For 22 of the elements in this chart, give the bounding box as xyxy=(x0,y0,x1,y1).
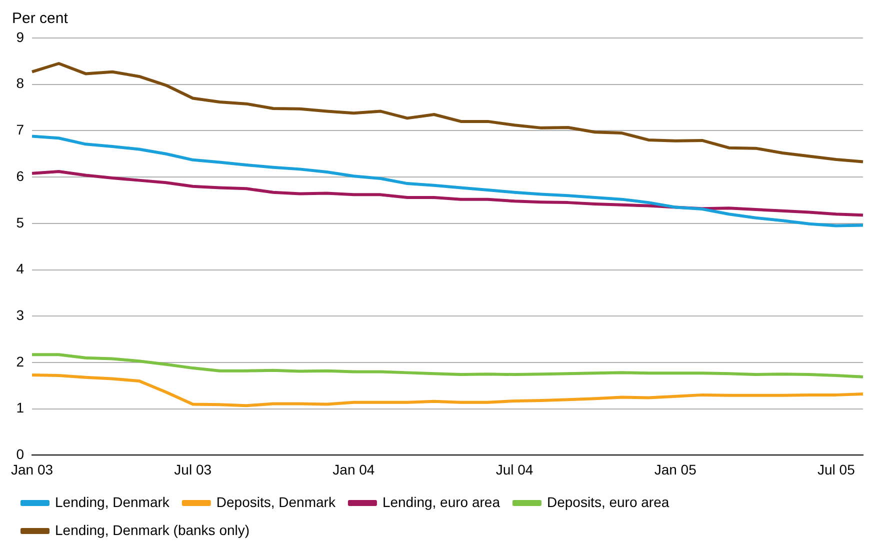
y-tick-label: 8 xyxy=(16,75,24,92)
y-tick-label: 7 xyxy=(16,122,24,138)
y-tick-label: 5 xyxy=(16,214,24,230)
x-tick-label: Jan 03 xyxy=(10,461,54,478)
y-tick-label: 3 xyxy=(16,306,24,323)
legend-label: Deposits, euro area xyxy=(546,494,670,510)
x-tick-label: Jul 04 xyxy=(496,461,534,478)
y-tick-label: 2 xyxy=(16,353,24,370)
x-tick-label: Jan 05 xyxy=(654,461,697,478)
y-tick-label: 0 xyxy=(16,446,24,462)
x-tick-label: Jan 04 xyxy=(332,461,375,478)
y-tick-label: 4 xyxy=(16,260,24,277)
legend-label: Lending, Denmark (banks only) xyxy=(55,522,250,538)
x-tick-label: Jul 03 xyxy=(174,461,212,478)
y-tick-label: 6 xyxy=(16,168,24,184)
x-tick-label: Jul 05 xyxy=(818,461,856,478)
y-tick-label: 1 xyxy=(16,400,24,416)
legend-label: Deposits, Denmark xyxy=(216,494,336,510)
legend-label: Lending, Denmark xyxy=(55,494,170,510)
y-tick-label: 9 xyxy=(16,28,24,45)
legend-label: Lending, euro area xyxy=(382,494,500,510)
y-axis-title: Per cent xyxy=(12,10,68,27)
